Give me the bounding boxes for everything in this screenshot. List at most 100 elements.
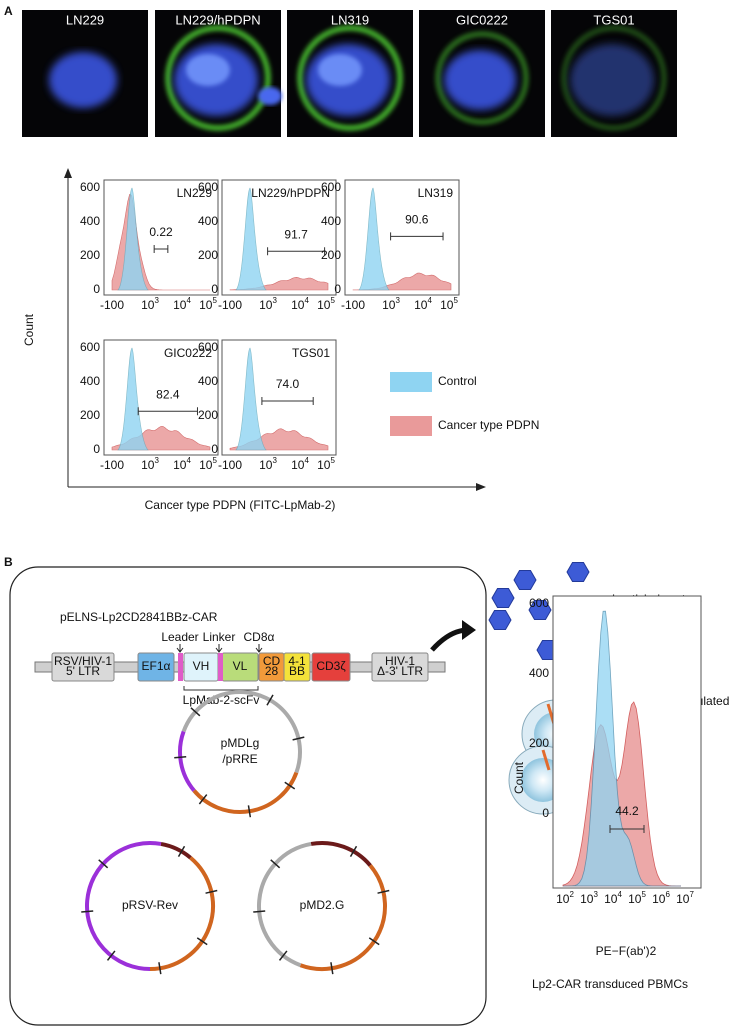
tick-base: 10: [414, 298, 428, 312]
y-tick-label: 600: [198, 340, 218, 354]
annotation-arrow: [255, 644, 263, 653]
segment-label: 28: [265, 664, 279, 678]
y-tick-label: 400: [80, 214, 100, 228]
y-tick-label: 200: [529, 736, 549, 750]
x-tick-label: 104: [173, 296, 191, 312]
annotation: Linker: [203, 630, 236, 644]
plasmid-arc: [192, 771, 299, 814]
plasmid-label: pMDLg: [221, 736, 260, 750]
tick-exp: 3: [593, 890, 598, 899]
gate: [390, 232, 444, 241]
plasmid-site: [377, 889, 390, 894]
y-tick-label: 0: [211, 282, 218, 296]
x-tick-label: 105: [317, 296, 335, 312]
x-tick-label: 104: [414, 296, 432, 312]
y-tick-label: 0: [211, 442, 218, 456]
y-tick-label: 400: [80, 374, 100, 388]
plasmid-site: [190, 707, 201, 717]
legend-label: Cancer type PDPN: [438, 418, 539, 432]
construct-segment: [137, 652, 175, 682]
micrograph-label: TGS01: [593, 12, 634, 27]
histogram-title: LN229: [177, 186, 213, 200]
virus: [566, 561, 590, 583]
micrograph: LN229/hPDPN: [155, 10, 282, 137]
gate-value: 74.0: [276, 377, 300, 391]
micrograph-label: LN229: [66, 12, 104, 27]
plasmid-site: [292, 736, 305, 741]
control-distribution: [117, 347, 149, 451]
construct-box: [9, 566, 487, 1026]
y-tick-label: 200: [198, 408, 218, 422]
y-tick-label: 600: [321, 180, 341, 194]
tick-text: -100: [341, 298, 365, 312]
plasmid-site: [106, 950, 116, 961]
tick-exp: 3: [272, 456, 277, 465]
tick-text: -100: [100, 458, 124, 472]
plasmid-site: [247, 805, 252, 818]
tick-exp: 3: [154, 296, 159, 305]
segment-label: CD3ζ: [316, 659, 346, 673]
axis-title: Count: [22, 313, 36, 346]
membrane-stain: [561, 25, 667, 131]
tick-exp: 5: [330, 456, 335, 465]
x-tick-label: -100: [100, 298, 124, 312]
membrane-stain: [435, 31, 529, 125]
tick-exp: 4: [617, 890, 622, 899]
gate: [609, 825, 645, 833]
plasmid-site: [177, 845, 186, 858]
y-tick-label: 600: [80, 180, 100, 194]
y-tick-label: 0: [542, 806, 549, 820]
micrograph: GIC0222: [419, 10, 545, 137]
tick-base: 10: [382, 298, 396, 312]
segment-label: RSV/HIV-1: [54, 654, 112, 668]
plasmid-arc: [160, 841, 192, 860]
scfv-bracket: [183, 686, 259, 691]
tick-base: 10: [199, 458, 213, 472]
legend-swatch: [390, 372, 432, 392]
tick-text: -100: [100, 298, 124, 312]
plasmid-site: [174, 755, 187, 759]
tick-exp: 4: [186, 456, 191, 465]
x-tick-label: 105: [199, 296, 217, 312]
segment-label: EF1α: [142, 659, 171, 673]
tick-base: 10: [141, 458, 155, 472]
control-distribution: [235, 347, 267, 451]
micrograph: LN229: [22, 10, 148, 137]
plasmid-site: [158, 962, 162, 975]
histogram-title: LN319: [418, 186, 454, 200]
segment-label: Δ-3' LTR: [377, 664, 423, 678]
plasmid-label: pRSV-Rev: [122, 898, 178, 912]
segment-label: 4-1: [288, 654, 306, 668]
plasmid-arc: [310, 841, 372, 867]
plasmid-site: [81, 910, 94, 913]
virus: [488, 609, 512, 631]
histogram-title: LN229/hPDPN: [251, 186, 330, 200]
control-distribution: [563, 610, 681, 887]
virus: [513, 569, 537, 591]
tick-base: 10: [259, 298, 273, 312]
arrow-head: [462, 620, 476, 640]
x-tick-label: 104: [291, 456, 309, 472]
y-tick-label: 200: [80, 248, 100, 262]
plasmid-arc: [181, 690, 241, 733]
tick-base: 10: [580, 892, 594, 906]
y-tick-label: 0: [334, 282, 341, 296]
micrograph-label: LN229/hPDPN: [175, 12, 260, 27]
legend-label: Control: [438, 374, 477, 388]
nucleus-lobe: [186, 54, 230, 86]
tick-base: 10: [317, 298, 331, 312]
tick-exp: 4: [186, 296, 191, 305]
y-tick-label: 600: [529, 596, 549, 610]
car-receptor: [541, 749, 551, 771]
gate: [261, 396, 314, 405]
x-tick-label: -100: [218, 298, 242, 312]
histogram-title: GIC0222: [164, 346, 212, 360]
tick-exp: 5: [212, 296, 217, 305]
annotation: CD8α: [244, 630, 275, 644]
tick-exp: 5: [641, 890, 646, 899]
construct-title: pELNS-Lp2CD2841BBz-CAR: [60, 610, 218, 624]
membrane-stain: [297, 25, 403, 131]
